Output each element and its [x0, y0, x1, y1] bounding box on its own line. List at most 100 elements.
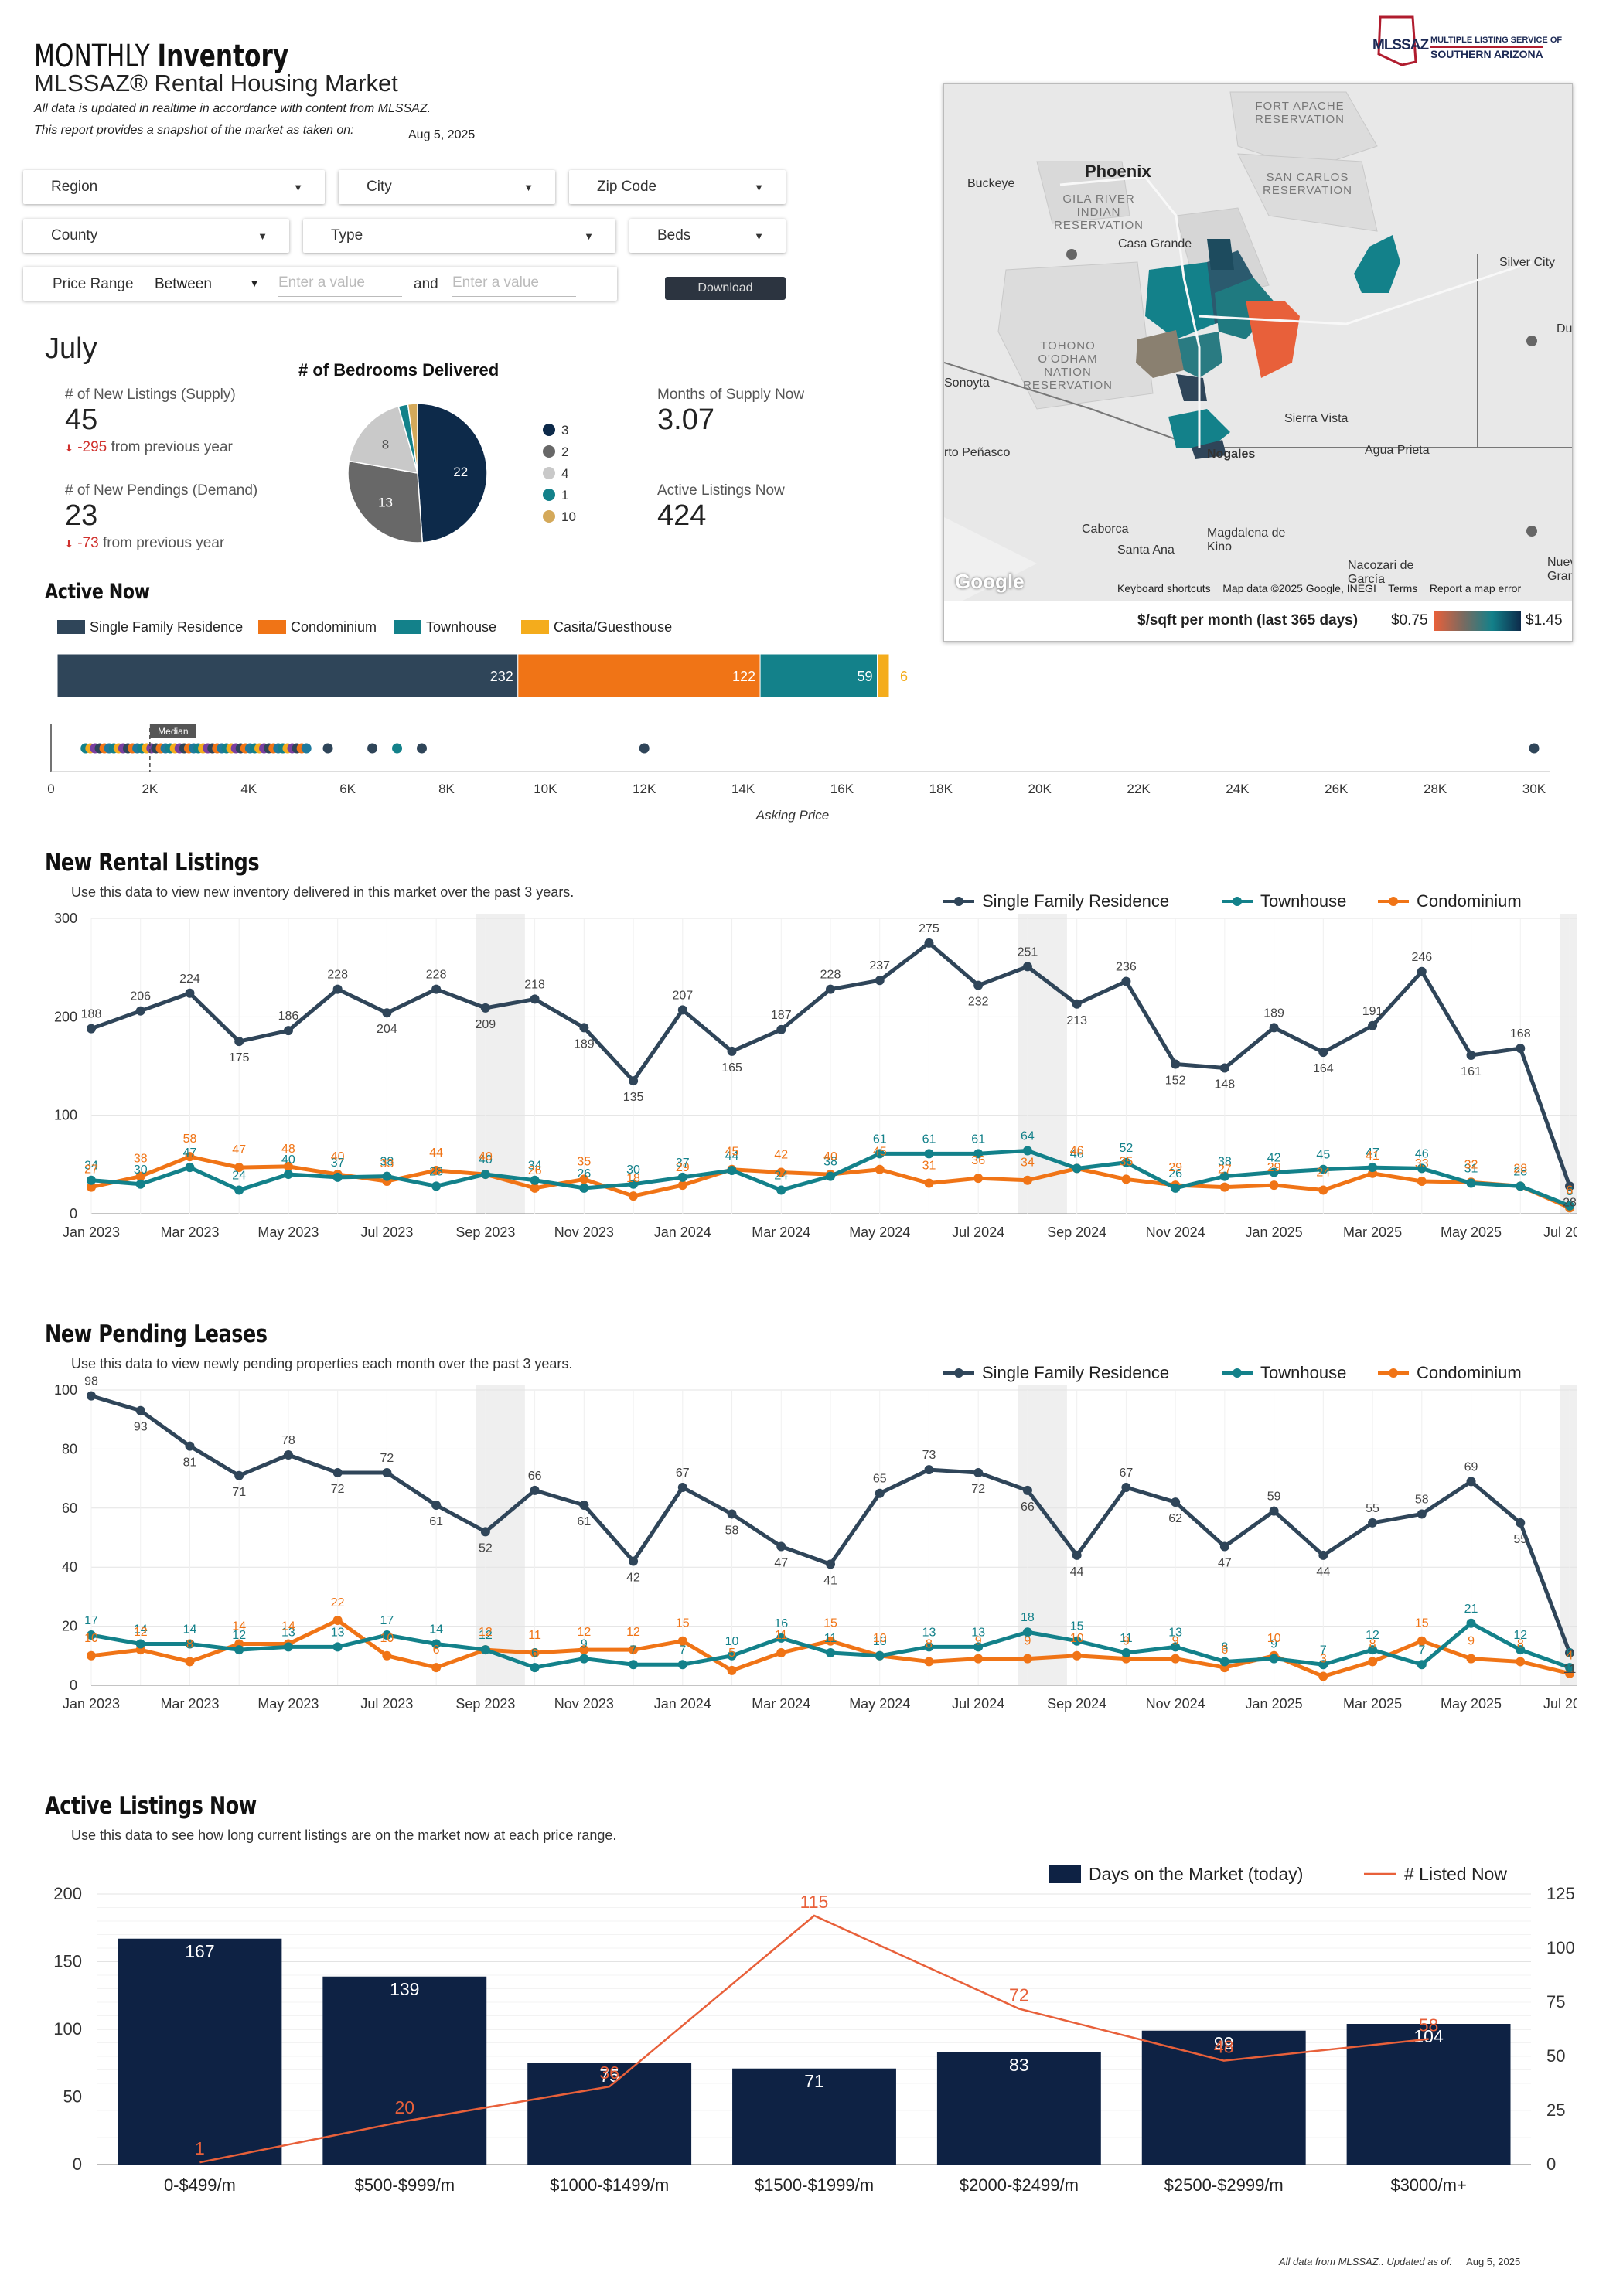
series-point [1121, 976, 1131, 986]
listed-now-line [199, 1914, 1429, 2164]
map-legend: $/sqft per month (last 365 days) $0.75 $… [944, 601, 1572, 641]
series-value-label: 22 [331, 1596, 345, 1610]
series-value-label: 24 [1316, 1166, 1330, 1179]
series-value-label: 12 [1366, 1629, 1379, 1642]
city-filter[interactable]: City ▼ [339, 170, 555, 204]
series-value-label: 14 [429, 1623, 443, 1637]
map-place-silver-city: Silver City [1499, 256, 1556, 269]
report-map-error-link[interactable]: Report a map error [1429, 582, 1522, 594]
series-value-label: 232 [968, 996, 989, 1009]
dom-bar [527, 2063, 692, 2165]
x-tick-label: Jul 2024 [952, 1696, 1004, 1712]
legend-label: Townhouse [1260, 891, 1346, 911]
pie-slice-label: 22 [453, 465, 468, 479]
series-value-label: 12 [232, 1629, 246, 1642]
type-filter[interactable]: Type ▼ [303, 219, 615, 253]
dom-bar-label: 104 [1413, 2026, 1444, 2046]
min-price-input[interactable]: Enter a value [278, 270, 402, 297]
new-pending-leases-chart: 0 20 40 60 80 100 Jan 2023 Mar 2023 May 2023 Jul … [54, 1363, 1577, 1712]
series-value-label: 237 [869, 959, 890, 973]
series-value-label: 61 [922, 1133, 936, 1146]
active-legend-label: Single Family Residence [90, 619, 243, 635]
series-value-label: 12 [1513, 1629, 1527, 1642]
series-value-label: 65 [873, 1473, 887, 1486]
terms-link[interactable]: Terms [1388, 582, 1418, 594]
download-button[interactable]: Download [665, 277, 786, 300]
price-tick-label: 10K [534, 782, 557, 796]
series-value-label: 40 [823, 1150, 837, 1163]
x-tick-label: Mar 2024 [752, 1696, 810, 1712]
series-point [579, 1654, 589, 1664]
price-tick-label: 16K [830, 782, 854, 796]
series-value-label: 10 [873, 1635, 887, 1648]
series-value-label: 44 [1070, 1565, 1084, 1579]
bedrooms-pie-chart: 22 13 8 3 2 4 1 10 [347, 403, 576, 543]
series-point [826, 1647, 835, 1657]
series-value-label: 72 [380, 1452, 394, 1465]
series-point [1121, 1483, 1131, 1493]
series-point [924, 1642, 934, 1652]
x-tick-label: Jan 2025 [1246, 1225, 1303, 1240]
months-supply-label: Months of Supply Now [657, 387, 805, 403]
between-select[interactable]: Between ▼ [155, 271, 271, 298]
series-point [875, 1650, 885, 1661]
series-value-label: 27 [84, 1163, 98, 1177]
series-value-label: 11 [528, 1629, 541, 1642]
series-point [1171, 1059, 1181, 1069]
legend-swatch [1049, 1865, 1081, 1883]
series-value-label: 35 [577, 1155, 591, 1168]
y-tick-label: 40 [62, 1559, 77, 1575]
dom-bar [118, 1938, 282, 2165]
keyboard-shortcuts-link[interactable]: Keyboard shortcuts [1117, 582, 1211, 594]
series-value-label: 38 [823, 1156, 837, 1169]
series-value-label: 12 [134, 1626, 148, 1639]
y-tick-label: 60 [62, 1501, 77, 1516]
series-value-label: 36 [971, 1154, 985, 1167]
series-point [826, 1636, 835, 1646]
series-value-label: 42 [626, 1572, 640, 1585]
zip-filter[interactable]: Zip Code ▼ [569, 170, 786, 204]
series-value-label: 29 [1267, 1161, 1281, 1174]
rental-price-map[interactable]: FORT APACHE RESERVATION SAN CARLOS RESER… [943, 83, 1573, 642]
series-value-label: 11 [1563, 1663, 1577, 1676]
footer-note: All data from MLSSAZ.. Updated as of: Au… [1279, 2256, 1520, 2267]
map-place-casa-grande: Casa Grande [1118, 237, 1192, 250]
series-value-label: 10 [1267, 1632, 1281, 1645]
max-price-input[interactable]: Enter a value [452, 270, 576, 297]
x-tick-label: Mar 2025 [1343, 1696, 1402, 1712]
city-filter-label: City [367, 179, 392, 195]
series-point [776, 1185, 786, 1195]
map-data-credit: Map data ©2025 Google, INEGI [1222, 582, 1376, 594]
new-pending-leases-title: New Pending Leases [45, 1320, 268, 1348]
series-value-label: 213 [1066, 1014, 1087, 1027]
active-now-chart: Single Family Residence Condominium Townho… [47, 619, 1550, 823]
series-value-label: 46 [1070, 1147, 1084, 1160]
series-value-label: 10 [84, 1632, 98, 1645]
shaded-band [1560, 1385, 1577, 1685]
new-listings-label: # of New Listings (Supply) [65, 387, 236, 403]
series-value-label: 21 [1464, 1603, 1478, 1616]
series-point [1368, 1020, 1378, 1030]
beds-filter[interactable]: Beds ▼ [629, 219, 786, 253]
series-value-label: 164 [1313, 1062, 1334, 1075]
legend-marker [954, 1368, 963, 1378]
series-value-label: 16 [774, 1617, 788, 1630]
dom-bar [1346, 2024, 1511, 2165]
series-value-label: 204 [377, 1023, 397, 1036]
listed-now-label: 115 [800, 1892, 829, 1912]
series-point [875, 976, 885, 986]
series-point [1417, 1636, 1427, 1646]
x-tick-label: Jul 2023 [360, 1225, 413, 1240]
active-legend-swatch [394, 620, 421, 634]
series-value-label: 30 [134, 1163, 148, 1177]
county-filter[interactable]: County ▼ [23, 219, 289, 253]
region-filter[interactable]: Region ▼ [23, 170, 325, 204]
series-point [135, 1639, 145, 1649]
series-point [1219, 1063, 1229, 1073]
dom-bar-label: 83 [1009, 2055, 1029, 2075]
series-point [185, 1657, 195, 1667]
series-value-label: 47 [1366, 1146, 1379, 1160]
series-value-label: 24 [232, 1169, 246, 1182]
series-point [1466, 1477, 1476, 1487]
series-value-label: 14 [281, 1620, 295, 1633]
